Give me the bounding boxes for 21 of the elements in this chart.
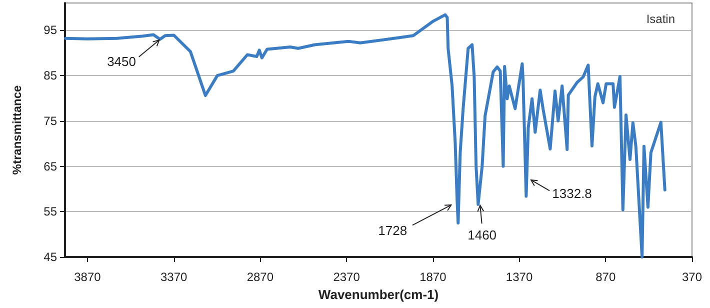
x-tick-label: 3870 xyxy=(74,270,102,284)
y-tick-label: 75 xyxy=(44,114,58,128)
y-tick-label: 45 xyxy=(44,250,58,264)
annotation: 1460 xyxy=(468,227,497,242)
y-tick-label: 95 xyxy=(44,23,58,38)
y-tick-label: 85 xyxy=(44,68,58,83)
x-tick-label: 2870 xyxy=(246,270,274,284)
text: Isatin xyxy=(646,12,676,26)
y-tick-label: 65 xyxy=(44,159,58,174)
x-tick-label: 2370 xyxy=(333,270,360,284)
x-axis-title: Wavenumber(cm-1) xyxy=(318,286,439,302)
annotation: 1728 xyxy=(378,222,408,238)
x-tick-label: 1870 xyxy=(420,270,447,284)
y-tick-label: 55 xyxy=(44,204,58,219)
annotation: 1332.8 xyxy=(552,186,592,201)
x-tick-label: 3370 xyxy=(160,270,188,284)
y-axis-title: %transmittance xyxy=(10,85,24,175)
annotation: 3450 xyxy=(107,54,136,69)
x-tick-label: 1370 xyxy=(506,270,533,284)
x-tick-label: 870 xyxy=(596,270,616,284)
x-tick-label: 370 xyxy=(682,270,702,284)
